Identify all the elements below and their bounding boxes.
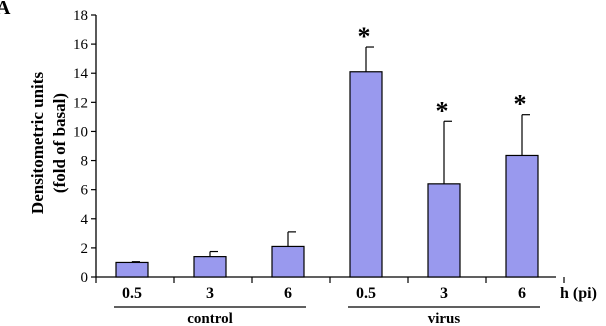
category-label: 0.5 (122, 285, 142, 302)
bar (349, 71, 383, 278)
y-axis-label-line-2: (fold of basal) (50, 93, 69, 193)
category-label: 6 (284, 285, 292, 302)
axes (95, 15, 565, 283)
category-labels: 0.5 3 6 0.5 3 6 (122, 285, 526, 302)
category-label: 6 (518, 285, 526, 302)
bar (115, 261, 149, 278)
group-label: control (187, 311, 233, 326)
bars (115, 71, 539, 278)
significance-star: * (358, 22, 371, 51)
y-tick-label: 18 (73, 8, 88, 24)
category-label: 3 (440, 285, 448, 302)
y-tick-label: 14 (73, 66, 89, 82)
x-axis-label: h (pi) (560, 285, 597, 302)
category-label: 0.5 (356, 285, 376, 302)
y-tick-label: 12 (73, 95, 88, 111)
bar (505, 154, 539, 278)
bar (427, 183, 461, 278)
y-tick-label: 6 (81, 183, 89, 199)
significance-star: * (514, 90, 527, 119)
bar (271, 245, 305, 278)
group-labels: control virus (114, 306, 540, 326)
y-tick-label: 16 (73, 37, 89, 53)
significance-star: * (436, 96, 449, 125)
category-label: 3 (206, 285, 214, 302)
y-tick-label: 0 (81, 270, 89, 286)
y-axis-ticks: 0 2 4 6 8 10 12 14 16 18 (73, 8, 96, 286)
significance-markers: * * * (358, 22, 527, 125)
error-bars (131, 46, 530, 263)
y-tick-label: 4 (81, 212, 89, 228)
y-axis-label-line-1: Densitometric units (28, 72, 47, 215)
panel-letter: A (0, 0, 11, 19)
group-label: virus (428, 311, 461, 326)
y-tick-label: 8 (81, 154, 89, 170)
bar (193, 256, 227, 278)
y-axis-label: Densitometric units (fold of basal) (28, 72, 69, 215)
y-tick-label: 2 (81, 241, 89, 257)
y-tick-label: 10 (73, 124, 88, 140)
